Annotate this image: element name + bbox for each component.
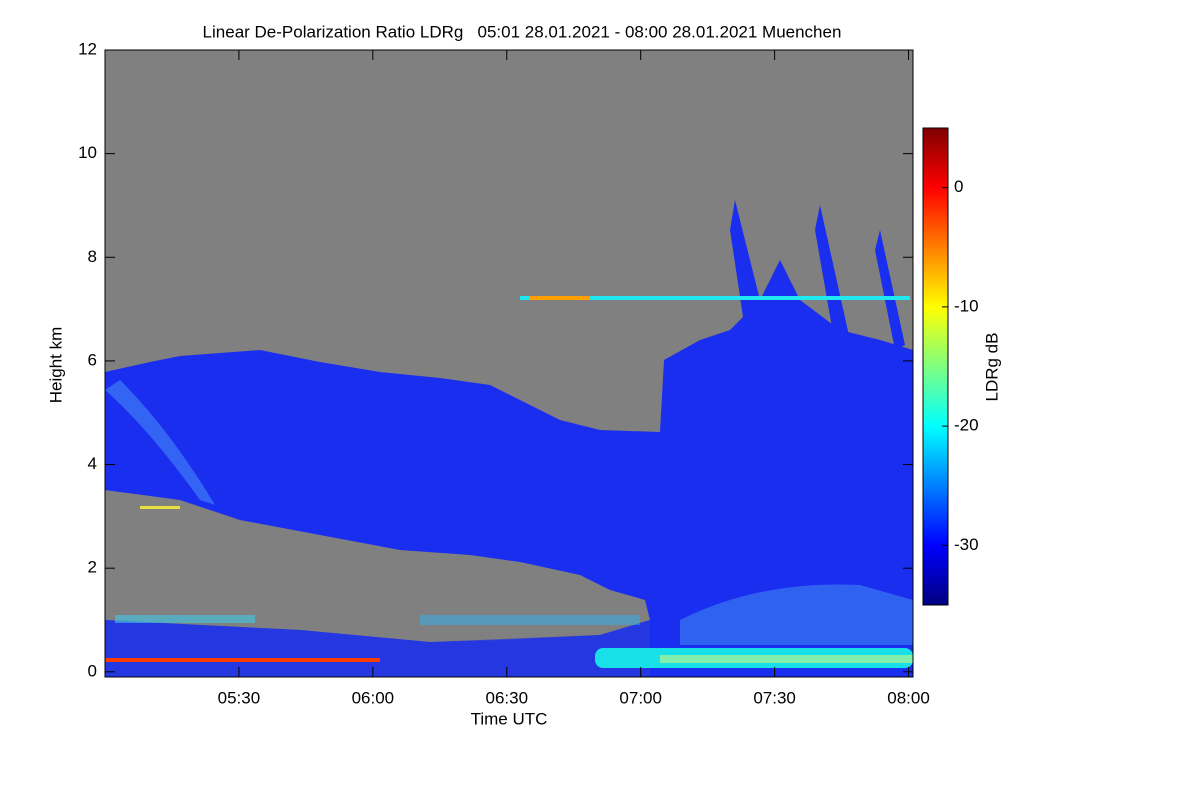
colorbar-tick-label: 0: [954, 177, 963, 196]
colorbar-label: LDRg dB: [982, 333, 1001, 402]
plot-frame: [104, 49, 914, 678]
y-tick-label: 8: [88, 247, 97, 266]
y-axis-label: Height km: [46, 327, 65, 404]
y-tick-label: 12: [78, 39, 97, 58]
low-speckle: [420, 615, 640, 625]
low-layer-core: [660, 655, 913, 663]
x-tick-label: 06:00: [352, 688, 395, 707]
cloud-streaks: [730, 200, 905, 350]
y-tick-label: 4: [88, 454, 97, 473]
colorbar-tick-label: -30: [954, 535, 979, 554]
colorbar-tick-label: -20: [954, 416, 979, 435]
x-tick-label: 07:30: [753, 688, 796, 707]
x-tick-label: 06:30: [485, 688, 528, 707]
colorbar-tick-label: -10: [954, 296, 979, 315]
colorbar: [922, 127, 949, 606]
x-tick-label: 08:00: [887, 688, 930, 707]
boundary-layer: [105, 620, 650, 677]
y-tick-label: 10: [78, 143, 97, 162]
cirrus-line-warm: [530, 296, 590, 300]
low-speckle: [115, 615, 255, 623]
x-axis-label: Time UTC: [471, 709, 548, 728]
x-tick-label: 07:00: [619, 688, 662, 707]
y-tick-label: 0: [88, 661, 97, 680]
aerosol-layer: [680, 584, 913, 645]
clear-gap: [105, 490, 650, 642]
cirrus-line: [520, 296, 910, 300]
chart-title: Linear De-Polarization Ratio LDRg 05:01 …: [203, 22, 842, 41]
plot-image: [105, 50, 913, 677]
y-tick-label: 6: [88, 350, 97, 369]
y-tick-label: 2: [88, 558, 97, 577]
fall-streak: [105, 380, 215, 505]
x-tick-label: 05:30: [218, 688, 261, 707]
layer-edge: [140, 506, 180, 509]
red-line: [105, 658, 380, 662]
